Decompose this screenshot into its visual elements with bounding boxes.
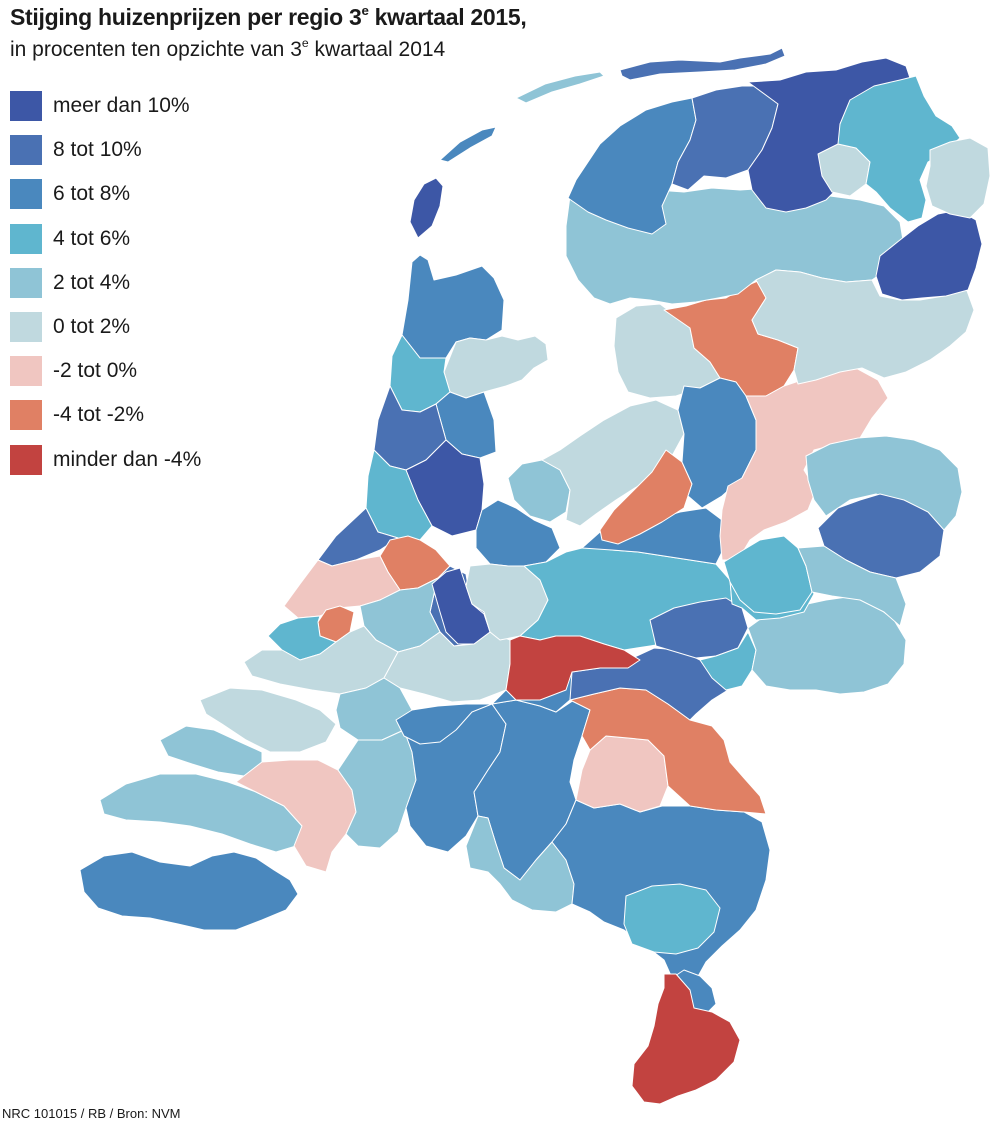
legend-label: 6 tot 8%: [53, 182, 131, 206]
legend-label: -2 tot 0%: [53, 359, 138, 383]
legend-item: minder dan -4%: [10, 438, 290, 482]
legend-label: 0 tot 2%: [53, 315, 131, 339]
region-zeeuws-vlaanderen: [79, 851, 299, 931]
legend-label: meer dan 10%: [53, 94, 190, 118]
legend-swatch: [10, 444, 42, 475]
region-betuwe: [505, 635, 641, 701]
region-emmen: [875, 209, 983, 301]
map-title: Stijging huizenprijzen per regio 3e kwar…: [10, 3, 527, 30]
legend-swatch: [10, 135, 42, 166]
map-subtitle: in procenten ten opzichte van 3e kwartaa…: [10, 35, 446, 61]
legend-item: 0 tot 2%: [10, 305, 290, 349]
region-wadden-texel: [409, 177, 444, 239]
legend-label: 2 tot 4%: [53, 270, 131, 294]
region-drenthe-oost: [751, 269, 975, 385]
legend-swatch: [10, 223, 42, 254]
legend-swatch: [10, 267, 42, 298]
legend-swatch: [10, 91, 42, 122]
region-wadden-3: [619, 47, 786, 81]
region-almere: [507, 459, 571, 523]
legend-label: -4 tot -2%: [53, 403, 145, 427]
region-zuid-limburg: [631, 973, 741, 1105]
source-credit: NRC 101015 / RB / Bron: NVM: [2, 1106, 181, 1121]
legend-item: meer dan 10%: [10, 84, 290, 128]
region-wadden-2: [439, 126, 497, 163]
legend-item: 2 tot 4%: [10, 261, 290, 305]
region-arnhem: [649, 597, 749, 659]
region-bergen-op-zoom: [235, 759, 357, 873]
legend: meer dan 10% 8 tot 10% 6 tot 8% 4 tot 6%…: [10, 84, 290, 482]
legend-swatch: [10, 356, 42, 387]
region-oost-gelderland: [797, 545, 907, 627]
region-achterhoek: [747, 595, 907, 695]
region-oldambt: [925, 137, 991, 219]
legend-item: 6 tot 8%: [10, 172, 290, 216]
legend-swatch: [10, 179, 42, 210]
region-twente-west: [805, 435, 963, 531]
legend-item: 4 tot 6%: [10, 217, 290, 261]
region-helmond: [623, 883, 721, 955]
legend-label: 8 tot 10%: [53, 138, 142, 162]
region-groningen-noord: [837, 75, 961, 223]
region-wadden-1: [515, 71, 605, 104]
legend-label: 4 tot 6%: [53, 226, 131, 250]
legend-swatch: [10, 312, 42, 343]
legend-item: 8 tot 10%: [10, 128, 290, 172]
legend-item: -4 tot -2%: [10, 393, 290, 437]
region-breda: [337, 729, 417, 849]
legend-swatch: [10, 400, 42, 431]
region-hoeksche-waard: [199, 687, 337, 753]
legend-item: -2 tot 0%: [10, 349, 290, 393]
legend-label: minder dan -4%: [53, 447, 202, 471]
region-west-friesland: [443, 335, 549, 399]
